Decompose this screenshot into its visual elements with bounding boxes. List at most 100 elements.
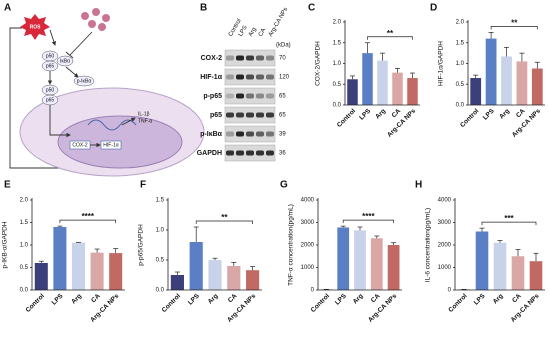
y-tick-label: 1.5 [156,198,165,204]
bar [516,61,528,105]
bar [34,263,48,290]
bar [529,261,543,290]
significance-label: ** [387,29,394,38]
bar [531,68,543,105]
dna [87,119,137,131]
x-tick-label: LPS [51,292,65,306]
lane-label: Arg-CA NPs [268,7,289,38]
lane-label: CA [258,28,267,38]
y-tick-label: 2.0 [333,20,342,26]
bar [370,238,383,290]
bar [387,245,400,290]
axis [167,198,262,291]
panel-label: A [4,3,11,14]
bar [109,253,123,290]
y-tick-label: 1.5 [333,40,342,46]
arrow [65,66,79,78]
y-tick-label: 2000 [301,243,315,249]
y-tick-label: 1.0 [156,228,165,234]
significance-label: **** [82,212,95,221]
y-tick-label: 3000 [438,220,452,226]
bar [208,260,222,290]
axis [344,20,420,106]
y-tick-label: 0.5 [20,265,29,271]
bar [170,275,184,290]
band [226,74,234,80]
significance-bracket [367,36,413,40]
bar [511,256,525,290]
y-tick-label: 1.0 [20,243,29,249]
x-tick-label: LPS [473,292,487,306]
panel-label: H [415,180,422,191]
arrow [49,29,56,46]
band [236,93,244,99]
x-tick-label: Arg [207,293,220,306]
x-tick-label: Control [310,293,331,314]
x-tick-label: Arg [70,293,83,306]
band [246,55,254,61]
significance-bracket [195,220,253,224]
row-label: COX-2 [201,55,223,62]
band [256,93,264,99]
bar [475,231,489,290]
band [266,131,274,137]
y-tick-label: 2.0 [20,198,29,204]
ros-burst [20,14,50,40]
x-tick-label: Arg [498,108,511,121]
band [226,93,234,99]
y-tick-label: 2000 [438,243,452,249]
band [246,74,254,80]
x-tick-label: CA [391,107,403,119]
y-tick-label: 0.5 [333,82,342,88]
x-tick-label: Arg-CA NPs [386,107,417,138]
gene-label: COX-2 [72,142,88,148]
band [266,74,274,80]
band [246,93,254,99]
particles [81,8,110,31]
band [236,150,244,156]
cytokine-label: TNF-α [138,118,152,124]
band [266,55,274,61]
row-label: HIF-1α [200,74,223,81]
bar [493,242,507,290]
x-tick-label: LPS [334,292,348,306]
ros-label: ROS [30,24,42,30]
panel-label: B [200,3,207,14]
band [266,150,274,156]
protein-label: p50 [46,53,55,59]
band [256,131,264,137]
western-blot: B (kDa) [200,3,291,49]
x-tick-label: CA [515,107,527,119]
bar [227,266,241,290]
y-tick-label: 1.5 [456,40,465,46]
bar [189,242,203,290]
significance-bracket [481,221,537,226]
band [256,74,264,80]
band [256,55,264,61]
protein-label: p50 [46,87,55,93]
y-tick-label: 0.5 [456,82,465,88]
arrow [121,117,136,126]
bar [71,242,86,290]
bar [407,78,418,105]
bar [392,72,403,105]
significance-label: **** [362,212,375,221]
axis [317,198,402,291]
y-tick-label: 1.5 [20,220,29,226]
inhibit-bar [65,51,74,59]
bar [53,227,67,290]
panel-label: F [140,180,146,191]
protein-label: IκBα [60,58,70,64]
significance-label: ** [511,18,518,27]
kda-label: 36 [279,151,286,157]
y-axis-label: p-p65/GAPDH [138,224,145,266]
band [236,55,244,61]
x-tick-label: LPS [187,292,201,306]
lane-label: LPS [238,25,249,38]
band [236,74,244,80]
band [246,131,254,137]
bar [246,270,260,290]
axis [454,198,545,291]
row-label: p-p65 [203,93,222,100]
significance-label: ** [221,213,228,222]
